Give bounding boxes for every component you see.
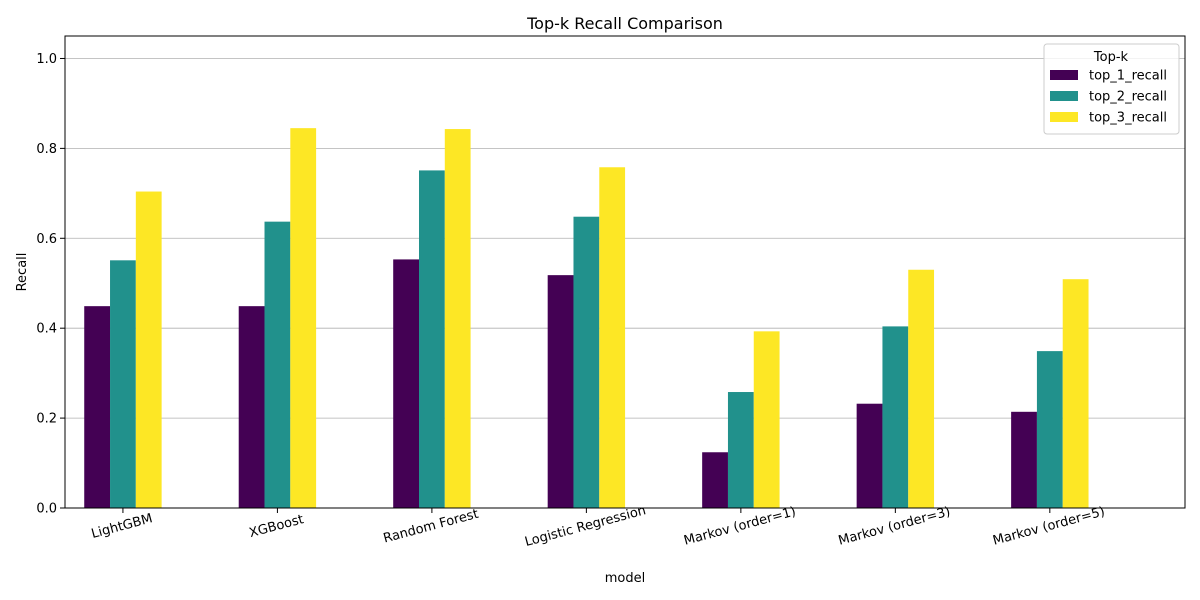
bar-top_1_recall <box>84 306 111 508</box>
y-tick-label: 1.0 <box>36 52 57 67</box>
bar-top_2_recall <box>573 216 600 509</box>
bar-top_1_recall <box>393 259 419 508</box>
y-tick-label: 0.0 <box>36 502 57 517</box>
x-tick-label: Logistic Regression <box>523 503 647 550</box>
y-axis: 0.0 0.2 0.4 0.6 0.8 1.0 <box>36 52 65 517</box>
bar-top_1_recall <box>856 403 883 508</box>
bar-top_2_recall <box>882 326 909 508</box>
bar-top_3_recall <box>1062 279 1089 508</box>
legend-swatch <box>1050 91 1078 101</box>
bar-top_1_recall <box>1011 411 1037 508</box>
y-tick-label: 0.2 <box>36 412 57 427</box>
x-axis: LightGBM XGBoost Random Forest Logistic Reg… <box>90 503 1107 550</box>
x-tick-label: Random Forest <box>382 507 480 547</box>
y-axis-label: Recall <box>15 253 30 292</box>
y-tick-label: 0.8 <box>36 142 57 157</box>
legend-label: top_3_recall <box>1089 111 1167 126</box>
legend-swatch <box>1050 112 1078 122</box>
bars-layer <box>84 128 1089 509</box>
bar-top_2_recall <box>418 170 445 508</box>
x-tick-label: Markov (order=5) <box>991 504 1106 548</box>
bar-top_3_recall <box>599 167 626 508</box>
plot-frame <box>64 35 1186 509</box>
x-tick-label: XGBoost <box>248 512 306 541</box>
x-tick-label: Markov (order=1) <box>682 504 797 548</box>
bar-top_3_recall <box>753 331 780 508</box>
bar-top_1_recall <box>547 275 574 508</box>
legend: Top-k top_1_recall top_2_recall top_3_reca… <box>1043 43 1180 135</box>
x-axis-label: model <box>605 571 645 586</box>
legend-label: top_1_recall <box>1089 69 1167 84</box>
bar-top_2_recall <box>110 260 136 508</box>
bar-top_2_recall <box>264 221 291 509</box>
bar-top_3_recall <box>290 128 317 508</box>
legend-title: Top-k <box>1093 50 1129 65</box>
legend-items: top_1_recall top_2_recall top_3_recall <box>1050 69 1167 126</box>
bar-top_2_recall <box>1036 351 1063 508</box>
legend-label: top_2_recall <box>1089 90 1167 105</box>
y-tick-label: 0.4 <box>36 322 57 337</box>
y-tick-label: 0.6 <box>36 232 57 247</box>
bar-top_3_recall <box>444 129 471 508</box>
legend-swatch <box>1050 70 1078 80</box>
chart-title: Top-k Recall Comparison <box>526 14 723 33</box>
legend-box <box>1043 43 1180 135</box>
x-tick-label: LightGBM <box>90 511 154 542</box>
bar-top_1_recall <box>238 306 265 508</box>
bar-top_2_recall <box>727 392 754 508</box>
x-tick-label: Markov (order=3) <box>837 504 952 548</box>
bar-top_3_recall <box>908 269 935 508</box>
bar-top_3_recall <box>135 191 162 509</box>
bar-top_1_recall <box>702 452 728 508</box>
